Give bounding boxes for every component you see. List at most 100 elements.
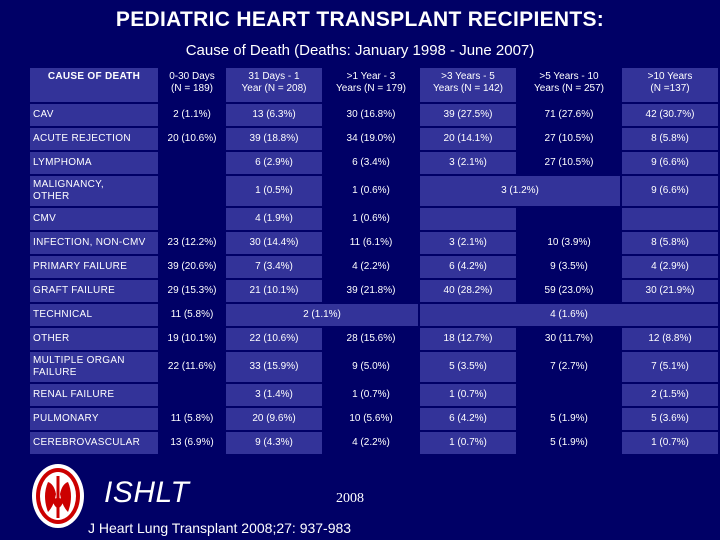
table-cell-empty	[158, 150, 226, 176]
table-cell-empty	[516, 206, 622, 232]
row-label: TECHNICAL	[28, 302, 160, 328]
table-cell: 27 (10.5%)	[516, 126, 622, 152]
ishlt-wordmark: ISHLT	[104, 476, 190, 509]
table-cell: 19 (10.1%)	[158, 326, 226, 352]
table-cell: 9 (3.5%)	[516, 254, 622, 280]
table-cell: 39 (18.8%)	[224, 126, 324, 152]
table-cell: 1 (0.6%)	[322, 174, 420, 208]
table-cell: 1 (0.6%)	[322, 206, 420, 232]
table-cell-merged: 2 (1.1%)	[224, 302, 420, 328]
table-cell: 8 (5.8%)	[620, 126, 720, 152]
table-cell: 3 (2.1%)	[418, 150, 518, 176]
table-cell: 1 (0.7%)	[418, 430, 518, 456]
row-label: CEREBROVASCULAR	[28, 430, 160, 456]
slide-title: PEDIATRIC HEART TRANSPLANT RECIPIENTS:	[115, 8, 605, 31]
table-cell: 11 (6.1%)	[322, 230, 420, 256]
table-cell-empty	[158, 206, 226, 232]
table-cell: 2 (1.5%)	[620, 382, 720, 408]
table-cell: 39 (27.5%)	[418, 102, 518, 128]
row-label: CMV	[28, 206, 160, 232]
table-cell: 9 (5.0%)	[322, 350, 420, 384]
table-cell: 4 (2.9%)	[620, 254, 720, 280]
row-label: OTHER	[28, 326, 160, 352]
table-cell: 1 (0.7%)	[322, 382, 420, 408]
table-cell: 2 (1.1%)	[158, 102, 226, 128]
row-label: ACUTE REJECTION	[28, 126, 160, 152]
table-cell: 39 (20.6%)	[158, 254, 226, 280]
table-cell: 10 (5.6%)	[322, 406, 420, 432]
table-cell: 4 (2.2%)	[322, 254, 420, 280]
table-row-primary-failure: PRIMARY FAILURE 39 (20.6%) 7 (3.4%) 4 (2…	[28, 254, 720, 280]
table-cell: 9 (4.3%)	[224, 430, 324, 456]
ishlt-logo-icon	[30, 462, 86, 530]
table-cell: 22 (11.6%)	[158, 350, 226, 384]
table-row-technical: TECHNICAL 11 (5.8%) 2 (1.1%) 4 (1.6%)	[28, 302, 720, 328]
table-cell-empty	[620, 206, 720, 232]
table-row-acute-rejection: ACUTE REJECTION 20 (10.6%) 39 (18.8%) 34…	[28, 126, 720, 152]
table-cell: 4 (1.9%)	[224, 206, 324, 232]
table-cell: 59 (23.0%)	[516, 278, 622, 304]
table-cell-empty	[516, 382, 622, 408]
table-cell-merged: 3 (1.2%)	[418, 174, 622, 208]
table-cell: 5 (3.5%)	[418, 350, 518, 384]
table-cell: 21 (10.1%)	[224, 278, 324, 304]
cause-of-death-table: CAUSE OF DEATH 0-30 Days (N = 189) 31 Day…	[28, 66, 720, 456]
table-cell: 6 (3.4%)	[322, 150, 420, 176]
table-cell: 39 (21.8%)	[322, 278, 420, 304]
column-header-3-5-years: >3 Years - 5 Years (N = 142)	[418, 66, 518, 104]
table-cell: 5 (1.9%)	[516, 406, 622, 432]
row-label: CAV	[28, 102, 160, 128]
table-cell: 11 (5.8%)	[158, 406, 226, 432]
table-cell: 30 (21.9%)	[620, 278, 720, 304]
table-cell: 5 (3.6%)	[620, 406, 720, 432]
table-row-cav: CAV 2 (1.1%) 13 (6.3%) 30 (16.8%) 39 (27…	[28, 102, 720, 128]
table-cell: 13 (6.9%)	[158, 430, 226, 456]
row-label: PULMONARY	[28, 406, 160, 432]
table-cell: 4 (2.2%)	[322, 430, 420, 456]
row-label: GRAFT FAILURE	[28, 278, 160, 304]
table-row-lymphoma: LYMPHOMA 6 (2.9%) 6 (3.4%) 3 (2.1%) 27 (…	[28, 150, 720, 176]
table-cell: 6 (4.2%)	[418, 254, 518, 280]
table-cell-empty	[418, 206, 518, 232]
column-header-0-30-days: 0-30 Days (N = 189)	[158, 66, 226, 104]
header-row: CAUSE OF DEATH 0-30 Days (N = 189) 31 Day…	[28, 66, 720, 104]
report-year: 2008	[336, 491, 364, 506]
table-row-pulmonary: PULMONARY 11 (5.8%) 20 (9.6%) 10 (5.6%) …	[28, 406, 720, 432]
table-cell: 22 (10.6%)	[224, 326, 324, 352]
table-cell: 13 (6.3%)	[224, 102, 324, 128]
table-cell: 1 (0.7%)	[620, 430, 720, 456]
table-cell: 9 (6.6%)	[620, 150, 720, 176]
table-cell: 7 (3.4%)	[224, 254, 324, 280]
table-cell: 20 (14.1%)	[418, 126, 518, 152]
table-cell: 30 (11.7%)	[516, 326, 622, 352]
table-cell: 20 (10.6%)	[158, 126, 226, 152]
table-cell: 7 (2.7%)	[516, 350, 622, 384]
table-cell: 7 (5.1%)	[620, 350, 720, 384]
column-header-over-10-years: >10 Years (N =137)	[620, 66, 720, 104]
row-label: MULTIPLE ORGAN FAILURE	[28, 350, 160, 384]
table-row-multiple-organ-failure: MULTIPLE ORGAN FAILURE 22 (11.6%) 33 (15.…	[28, 350, 720, 384]
table-cell: 11 (5.8%)	[158, 302, 226, 328]
table-cell: 20 (9.6%)	[224, 406, 324, 432]
table-cell: 34 (19.0%)	[322, 126, 420, 152]
row-label: PRIMARY FAILURE	[28, 254, 160, 280]
table-cell: 23 (12.2%)	[158, 230, 226, 256]
row-label: MALIGNANCY, OTHER	[28, 174, 160, 208]
table-cell: 27 (10.5%)	[516, 150, 622, 176]
table-cell: 8 (5.8%)	[620, 230, 720, 256]
column-header-1-3-years: >1 Year - 3 Years (N = 179)	[322, 66, 420, 104]
table-cell: 71 (27.6%)	[516, 102, 622, 128]
table-cell: 30 (16.8%)	[322, 102, 420, 128]
row-label: RENAL FAILURE	[28, 382, 160, 408]
table-cell: 29 (15.3%)	[158, 278, 226, 304]
column-header-31-days-1-year: 31 Days - 1 Year (N = 208)	[224, 66, 324, 104]
table-cell: 30 (14.4%)	[224, 230, 324, 256]
table-row-cmv: CMV 4 (1.9%) 1 (0.6%)	[28, 206, 720, 232]
table-cell: 1 (0.7%)	[418, 382, 518, 408]
table-row-infection-non-cmv: INFECTION, NON-CMV 23 (12.2%) 30 (14.4%)…	[28, 230, 720, 256]
table-cell-merged: 4 (1.6%)	[418, 302, 720, 328]
table-cell: 6 (4.2%)	[418, 406, 518, 432]
table-cell: 3 (1.4%)	[224, 382, 324, 408]
table-cell: 1 (0.5%)	[224, 174, 324, 208]
table-cell: 5 (1.9%)	[516, 430, 622, 456]
